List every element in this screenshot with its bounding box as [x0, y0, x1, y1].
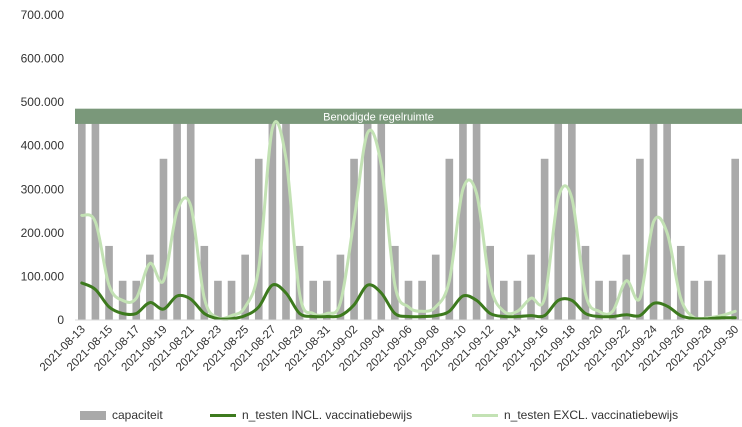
legend-swatch-excl [472, 413, 498, 417]
capaciteit-bar [377, 110, 386, 320]
capaciteit-bar [595, 280, 603, 320]
capaciteit-bar [717, 254, 726, 320]
capaciteit-bar [254, 158, 263, 320]
capaciteit-bar [499, 280, 508, 320]
legend-swatch-incl [210, 413, 236, 417]
capaciteit-bar [227, 280, 236, 320]
capaciteit-bar [581, 245, 590, 320]
capaciteit-bar [159, 158, 168, 320]
capaciteit-bar [513, 280, 522, 320]
capaciteit-bar [636, 158, 644, 320]
capaciteit-bar [622, 254, 631, 320]
capaciteit-bar [404, 280, 413, 320]
incl-line [80, 281, 737, 321]
capaciteit-bar [527, 254, 535, 320]
capaciteit-bar [472, 110, 481, 320]
capaciteit-bar [418, 280, 426, 320]
band-label: Benodigde regelruimte [323, 111, 434, 123]
capaciteit-bar [608, 280, 617, 320]
capaciteit-bar [91, 110, 100, 320]
capaciteit-bar [214, 280, 222, 320]
legend-item-incl: n_testen INCL. vaccinatiebewijs [210, 408, 412, 422]
y-tick-label: 200.000 [21, 226, 65, 240]
y-tick-label: 500.000 [21, 95, 65, 109]
capaciteit-bar [649, 110, 658, 320]
capaciteit-bar [200, 245, 209, 320]
capaciteit-bar [663, 110, 671, 320]
capaciteit-bar [690, 280, 699, 320]
capaciteit-bar [676, 245, 685, 320]
excl-line [80, 120, 737, 321]
capaciteit-bar [554, 110, 563, 320]
y-tick-label: 400.000 [21, 139, 65, 153]
y-tick-label: 700.000 [21, 8, 65, 22]
capaciteit-bar [459, 110, 467, 320]
capaciteit-bar [431, 254, 440, 320]
capaciteit-bar [282, 110, 290, 320]
legend-label-capaciteit: capaciteit [112, 408, 163, 422]
y-tick-label: 300.000 [21, 182, 65, 196]
chart: Benodigde regelruimte 0 100.000 200.000 300… [21, 8, 742, 374]
regelruimte-band [75, 108, 742, 124]
capaciteit-bar [323, 280, 331, 320]
capaciteit-bar [146, 254, 154, 320]
legend-label-excl: n_testen EXCL. vaccinatiebewijs [504, 408, 679, 422]
capaciteit-bar [704, 280, 712, 320]
capaciteit-bar [309, 280, 318, 320]
legend-item-excl: n_testen EXCL. vaccinatiebewijs [472, 408, 678, 422]
y-tick-label: 600.000 [21, 52, 65, 66]
capaciteit-bar [568, 110, 576, 320]
capaciteit-bar [731, 158, 740, 320]
capaciteit-bar [445, 158, 454, 320]
y-tick-label: 0 [57, 313, 64, 327]
capaciteit-bar [241, 254, 249, 320]
capaciteit-bar [268, 110, 277, 320]
y-tick-label: 100.000 [21, 269, 65, 283]
legend-swatch-capaciteit [80, 410, 106, 420]
capaciteit-bar [540, 158, 549, 320]
capaciteit-bar [350, 158, 358, 320]
legend-label-incl: n_testen INCL. vaccinatiebewijs [242, 408, 413, 422]
legend: capaciteit n_testen INCL. vaccinatiebewi… [0, 408, 742, 424]
legend-item-capaciteit: capaciteit [80, 408, 163, 422]
capaciteit-bar [336, 254, 345, 320]
capaciteit-bar [186, 110, 195, 320]
capaciteit-bar [363, 110, 372, 320]
